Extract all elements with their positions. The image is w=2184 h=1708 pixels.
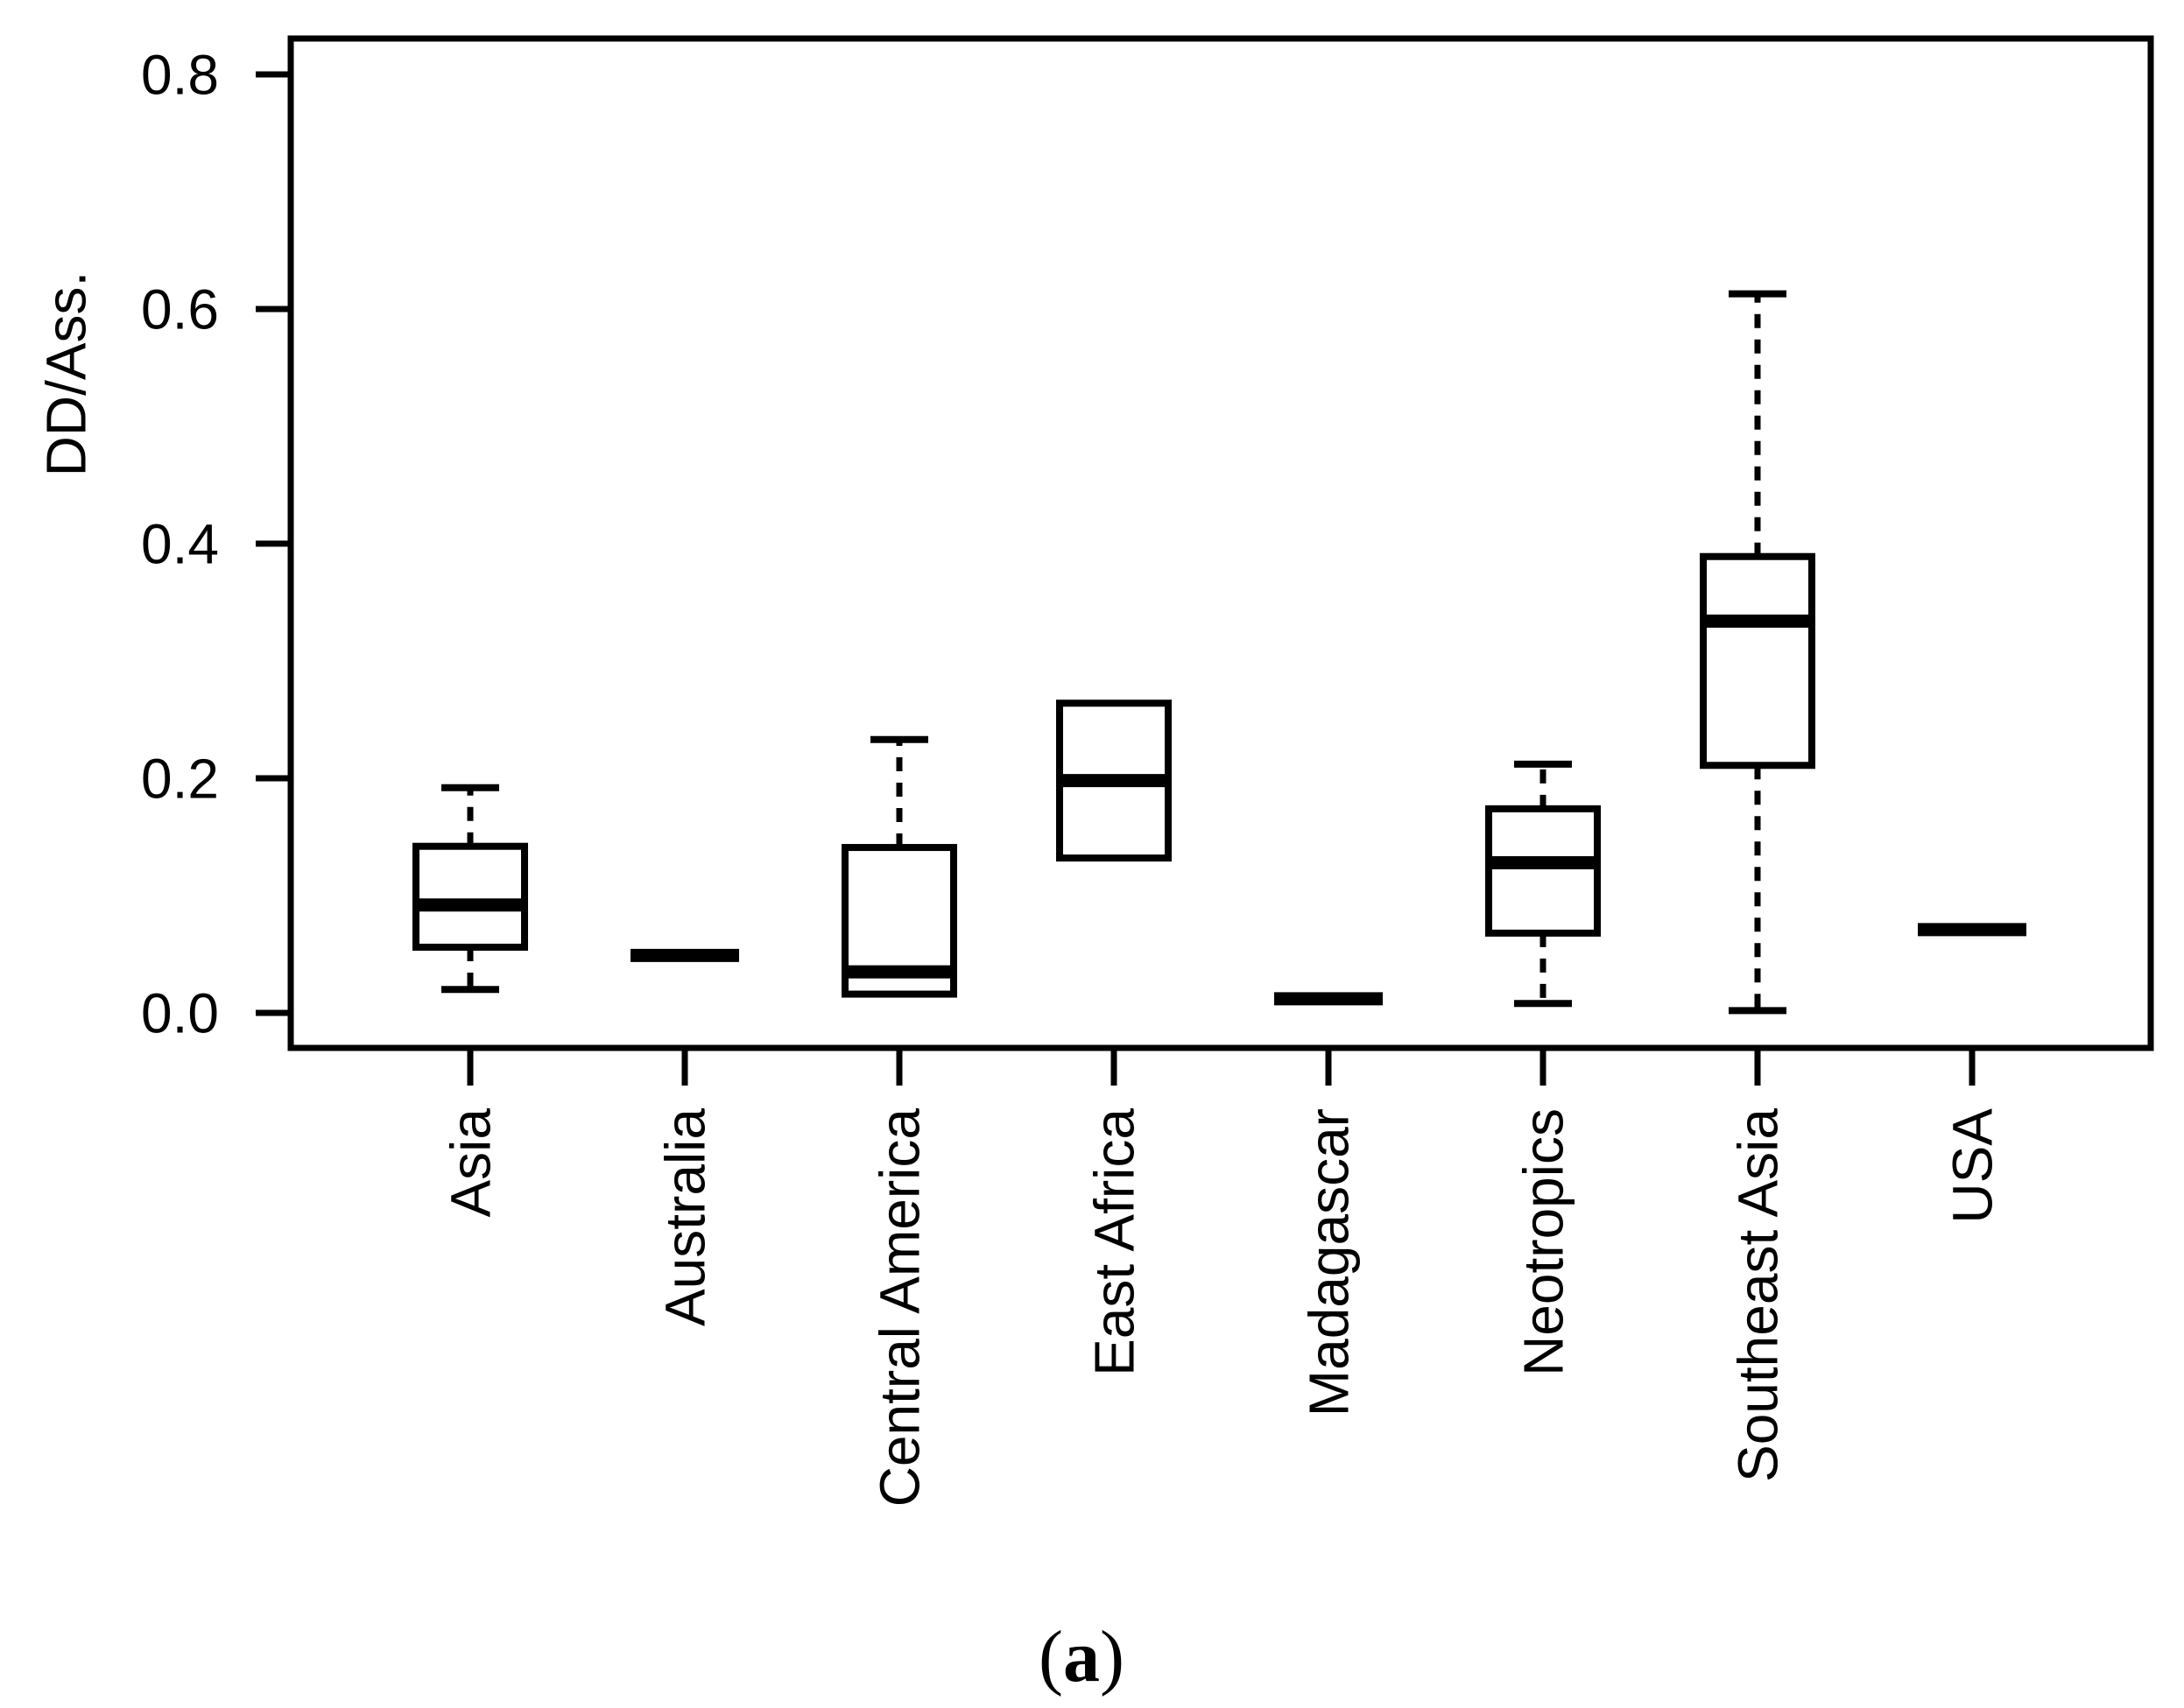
box-central-america <box>842 735 957 998</box>
iqr-box-southeast-asia <box>1700 552 1815 770</box>
x-label-neotropics: Neotropics <box>1511 1108 1575 1376</box>
x-label-central-america: Central America <box>868 1108 931 1508</box>
box-southeast-asia <box>1700 290 1815 1015</box>
y-axis-label: DD/Ass. <box>34 271 97 477</box>
y-tick-label-0.0: 0.0 <box>141 981 219 1044</box>
iqr-box-neotropics <box>1485 805 1601 937</box>
box-asia <box>412 784 528 994</box>
box-east-africa <box>1056 699 1172 862</box>
iqr-box-asia <box>412 842 528 951</box>
y-axis: 0.0 0.2 0.4 0.6 0.8 <box>141 43 291 1044</box>
x-label-madagascar: Madagascar <box>1297 1108 1360 1416</box>
caption-letter: a <box>1063 1616 1100 1697</box>
y-tick-label-0.8: 0.8 <box>141 43 219 106</box>
box-group <box>412 290 2026 1015</box>
caption-open-paren: ( <box>1039 1616 1063 1697</box>
y-tick-label-0.4: 0.4 <box>141 512 219 575</box>
box-neotropics <box>1485 760 1601 1008</box>
x-label-usa: USA <box>1941 1108 2004 1224</box>
x-label-asia: Asia <box>439 1108 502 1218</box>
y-tick-label-0.6: 0.6 <box>141 278 219 341</box>
caption-close-paren: ) <box>1100 1616 1124 1697</box>
y-tick-label-0.2: 0.2 <box>141 747 219 810</box>
x-label-australia: Australia <box>653 1108 716 1326</box>
figure-caption: (a) <box>1039 1616 1124 1697</box>
x-label-east-africa: East Africa <box>1082 1108 1145 1376</box>
x-label-southeast-asia: Southeast Asia <box>1726 1108 1789 1482</box>
x-axis: Asia Australia Central America East Africa M… <box>439 1048 2004 1507</box>
plot-frame <box>287 35 2154 1051</box>
